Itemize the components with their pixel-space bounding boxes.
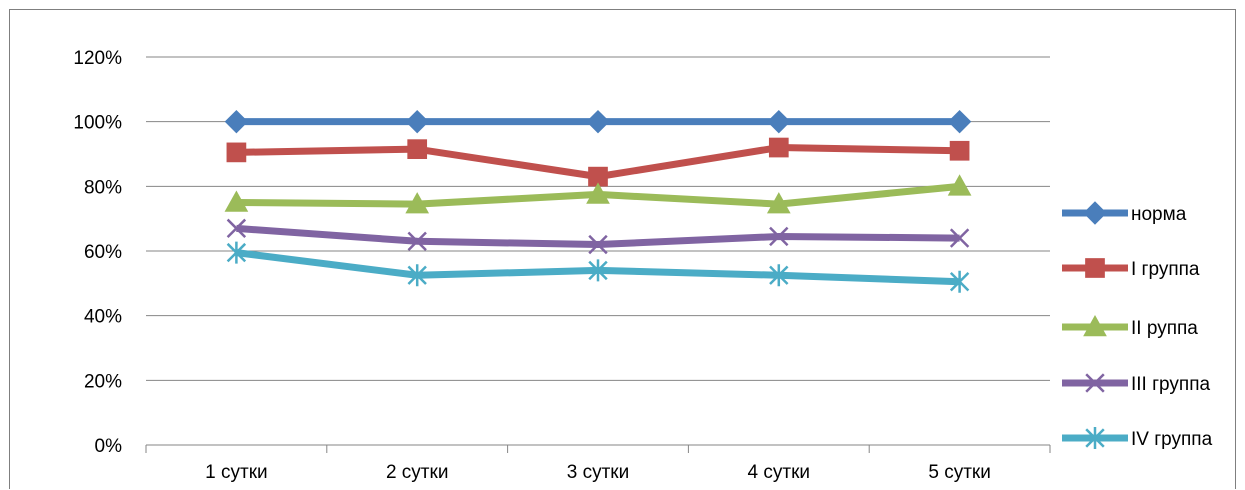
x-marker bbox=[769, 226, 789, 247]
triangle-marker bbox=[405, 192, 430, 214]
diamond-marker bbox=[767, 109, 791, 134]
x-tick-label: 1 сутки bbox=[205, 462, 267, 483]
data-point bbox=[769, 264, 789, 287]
data-point bbox=[949, 228, 970, 248]
legend-label: II руппа bbox=[1131, 318, 1198, 339]
data-point bbox=[405, 109, 429, 134]
data-point bbox=[405, 192, 430, 214]
y-tick-label: 120% bbox=[73, 48, 122, 69]
data-point bbox=[588, 259, 608, 282]
data-point bbox=[947, 174, 972, 196]
legend-label: III группа bbox=[1131, 374, 1210, 395]
series-line bbox=[236, 224, 960, 249]
data-point bbox=[769, 226, 789, 247]
y-tick-label: 80% bbox=[84, 177, 122, 198]
square-marker bbox=[407, 139, 428, 160]
data-point bbox=[1083, 314, 1107, 337]
y-tick-label: 60% bbox=[84, 242, 122, 263]
diamond-marker bbox=[1083, 201, 1107, 225]
diamond-marker bbox=[586, 109, 610, 134]
triangle-marker bbox=[586, 182, 610, 204]
data-point bbox=[1085, 373, 1105, 393]
x-marker bbox=[226, 218, 247, 239]
x-marker bbox=[1085, 373, 1105, 393]
square-marker bbox=[768, 137, 789, 158]
star-marker bbox=[407, 264, 427, 287]
data-point bbox=[226, 142, 247, 163]
square-marker bbox=[226, 142, 247, 163]
data-point bbox=[768, 137, 789, 158]
star-marker bbox=[1085, 427, 1105, 449]
data-point bbox=[586, 182, 610, 204]
x-marker bbox=[407, 231, 427, 251]
data-point bbox=[407, 139, 428, 160]
square-marker bbox=[1085, 258, 1105, 278]
y-tick-label: 0% bbox=[95, 436, 123, 457]
data-point bbox=[949, 270, 970, 293]
data-point bbox=[1085, 427, 1105, 449]
x-tick-label: 4 сутки bbox=[748, 462, 810, 483]
legend-item: II руппа bbox=[1062, 314, 1198, 339]
data-point bbox=[766, 192, 791, 214]
square-marker bbox=[949, 140, 970, 161]
data-point bbox=[588, 234, 608, 255]
diamond-marker bbox=[947, 109, 972, 134]
data-point bbox=[947, 109, 972, 134]
legend-label: I группа bbox=[1131, 259, 1200, 280]
legend-item: норма bbox=[1062, 201, 1187, 225]
triangle-marker bbox=[1083, 314, 1107, 337]
x-marker bbox=[949, 228, 970, 248]
data-point bbox=[226, 241, 247, 264]
y-tick-label: 20% bbox=[84, 371, 122, 392]
data-point bbox=[224, 109, 249, 134]
triangle-marker bbox=[224, 190, 249, 212]
star-marker bbox=[226, 241, 247, 264]
diamond-marker bbox=[405, 109, 429, 134]
data-point bbox=[949, 140, 970, 161]
legend-item: IV группа bbox=[1062, 427, 1213, 450]
y-tick-label: 40% bbox=[84, 307, 122, 328]
data-point bbox=[1085, 258, 1105, 278]
triangle-marker bbox=[947, 174, 972, 196]
legend-item: I группа bbox=[1062, 258, 1200, 280]
data-point bbox=[407, 231, 427, 251]
data-point bbox=[407, 264, 427, 287]
legend-label: IV группа bbox=[1131, 429, 1213, 450]
x-tick-label: 3 сутки bbox=[567, 462, 629, 483]
star-marker bbox=[769, 264, 789, 287]
x-tick-label: 5 сутки bbox=[928, 462, 990, 483]
legend-item: III группа bbox=[1062, 373, 1210, 395]
star-marker bbox=[588, 259, 608, 282]
data-point bbox=[226, 218, 247, 239]
x-marker bbox=[588, 234, 608, 255]
y-tick-label: 100% bbox=[73, 113, 122, 134]
data-point bbox=[586, 109, 610, 134]
chart-frame bbox=[9, 9, 1236, 489]
data-point bbox=[1083, 201, 1107, 225]
diamond-marker bbox=[224, 109, 249, 134]
legend-label: норма bbox=[1131, 204, 1187, 225]
triangle-marker bbox=[766, 192, 791, 214]
data-point bbox=[224, 190, 249, 212]
star-marker bbox=[949, 270, 970, 293]
data-point bbox=[767, 109, 791, 134]
x-tick-label: 2 сутки bbox=[386, 462, 448, 483]
